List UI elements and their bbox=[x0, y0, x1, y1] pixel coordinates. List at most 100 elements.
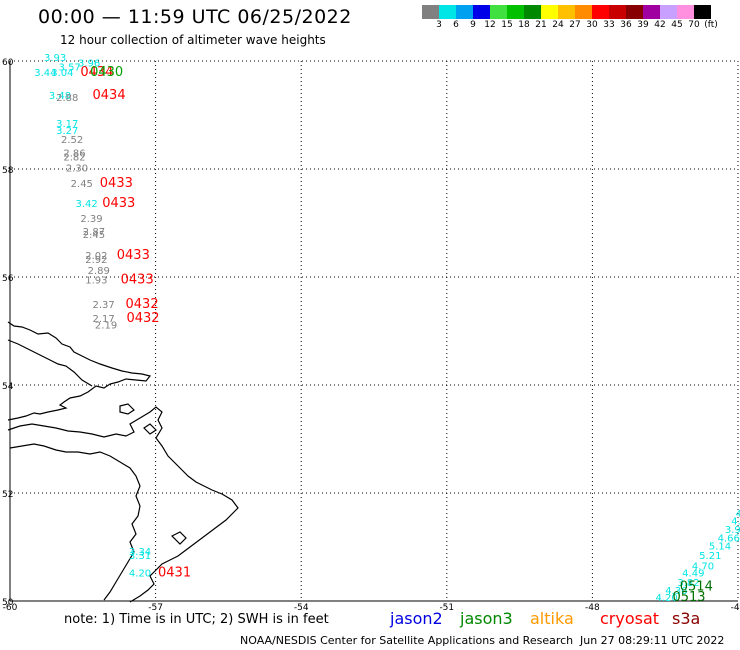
coastline bbox=[7, 321, 239, 603]
swh-label: 2.17 bbox=[93, 314, 115, 325]
lon-tick-label: -60 bbox=[3, 603, 18, 613]
swh-label: 4.66 bbox=[718, 534, 740, 545]
legend-swatch bbox=[609, 5, 626, 19]
time-label: 0432 bbox=[126, 311, 159, 326]
legend-label: 70 bbox=[688, 20, 700, 30]
swh-label: 2.02 bbox=[85, 251, 107, 262]
legend-swatches bbox=[422, 5, 711, 19]
legend-label: 24 bbox=[552, 20, 564, 30]
legend-swatch bbox=[439, 5, 456, 19]
time-label: 0513 bbox=[672, 590, 705, 605]
legend-swatch bbox=[575, 5, 592, 19]
time-label: 0434 bbox=[93, 88, 126, 103]
swh-label: 2.45 bbox=[71, 179, 93, 190]
lon-tick-label: -48 bbox=[585, 603, 600, 613]
lat-tick-label: 50 bbox=[2, 598, 14, 608]
swh-label: 2.37 bbox=[93, 300, 115, 311]
island-a bbox=[119, 403, 135, 415]
time-label: 0432 bbox=[126, 297, 159, 312]
swh-label: 4.20 bbox=[129, 569, 151, 580]
legend-label: 15 bbox=[501, 20, 513, 30]
lat-tick-label: 58 bbox=[2, 166, 14, 176]
time-label: 0433 bbox=[102, 196, 135, 211]
legend-label: 45 bbox=[671, 20, 683, 30]
swh-label: 2.82 bbox=[63, 152, 85, 163]
coastline-north bbox=[7, 339, 93, 387]
lat-tick-label: 60 bbox=[2, 58, 14, 68]
swh-label: 4.70 bbox=[692, 562, 714, 573]
time-label: 0514 bbox=[680, 580, 713, 595]
lon-tick-label: -45 bbox=[731, 603, 740, 613]
swh-label: 2.39 bbox=[80, 214, 102, 225]
satellite-jason3: jason3 bbox=[460, 609, 513, 628]
legend-label: 3 bbox=[436, 20, 442, 30]
legend-swatch bbox=[456, 5, 473, 19]
lat-tick-label: 54 bbox=[2, 382, 14, 392]
time-label: 0430 bbox=[90, 65, 123, 80]
swh-label: 3.42 bbox=[76, 199, 98, 210]
swh-label: 3.93 bbox=[44, 53, 66, 64]
coastline-inner-bay bbox=[9, 443, 141, 601]
lon-tick-label: -57 bbox=[148, 603, 163, 613]
legend-swatch bbox=[677, 5, 694, 19]
color-legend: 3 6 9 12 15 18 21 24 27 30 33 36 39 42 45 70 (ft) bbox=[422, 5, 718, 33]
swh-label: 4.20 bbox=[655, 593, 677, 604]
swh-label: 2.45 bbox=[83, 230, 105, 241]
legend-label: 33 bbox=[603, 20, 615, 30]
island-c bbox=[170, 531, 187, 545]
legend-labels: 3 6 9 12 15 18 21 24 27 30 33 36 39 42 45 70 (ft) bbox=[422, 19, 718, 33]
time-label: 0433 bbox=[100, 176, 133, 191]
swh-label: 2.87 bbox=[83, 227, 105, 238]
satellite-jason2: jason2 bbox=[390, 609, 443, 628]
time-label: 0434 bbox=[80, 65, 113, 80]
legend-label: 18 bbox=[518, 20, 530, 30]
coastline-newfoundland bbox=[7, 406, 239, 603]
legend-swatch bbox=[660, 5, 677, 19]
swh-label: 2.89 bbox=[88, 266, 110, 277]
satellite-altika: altika bbox=[530, 609, 574, 628]
time-label: 0433 bbox=[117, 248, 150, 263]
swh-label: 3.27 bbox=[56, 126, 78, 137]
legend-swatch bbox=[592, 5, 609, 19]
swh-label: 5.21 bbox=[699, 551, 721, 562]
legend-label: 42 bbox=[654, 20, 666, 30]
page-title: 00:00 — 11:59 UTC 06/25/2022 bbox=[38, 6, 352, 28]
legend-label: 30 bbox=[586, 20, 598, 30]
legend-label: 6 bbox=[453, 20, 459, 30]
generated-timestamp: Jun 27 08:29:11 UTC 2022 bbox=[580, 634, 725, 647]
legend-swatch bbox=[524, 5, 541, 19]
swh-label: 4.49 bbox=[682, 569, 704, 580]
swh-label: 3.97 bbox=[725, 525, 740, 536]
legend-swatch bbox=[694, 5, 711, 19]
legend-label: 21 bbox=[535, 20, 547, 30]
swh-label: 3.04 bbox=[51, 68, 73, 79]
legend-swatch bbox=[507, 5, 524, 19]
swh-label: 2.52 bbox=[61, 135, 83, 146]
legend-label: 27 bbox=[569, 20, 581, 30]
satellite-cryosat: cryosat bbox=[600, 609, 660, 628]
footnote: note: 1) Time is in UTC; 2) SWH is in fe… bbox=[64, 612, 329, 627]
swh-label: 4.57 bbox=[731, 516, 740, 527]
legend-label: 39 bbox=[637, 20, 649, 30]
legend-swatch bbox=[422, 5, 439, 19]
legend-swatch bbox=[626, 5, 643, 19]
altimeter-observations: 3.93 3.963.573.443.04 3.482.88 3.173.272.52… bbox=[34, 53, 740, 605]
swh-label: 2.30 bbox=[66, 164, 88, 175]
swh-label: 3.31 bbox=[129, 551, 151, 562]
legend-swatch bbox=[473, 5, 490, 19]
page-subtitle: 12 hour collection of altimeter wave hei… bbox=[60, 33, 326, 47]
island-b bbox=[143, 423, 157, 435]
satellite-s3a: s3a bbox=[672, 609, 701, 628]
swh-label: 1.93 bbox=[85, 275, 107, 286]
swh-label: 3.82 bbox=[677, 578, 699, 589]
coastline-labrador bbox=[7, 321, 152, 421]
credit-line: NOAA/NESDIS Center for Satellite Applica… bbox=[240, 634, 574, 647]
swh-label: 2.19 bbox=[95, 320, 117, 331]
time-label: 0431 bbox=[158, 566, 191, 581]
lon-tick-label: -54 bbox=[294, 603, 309, 613]
swh-label: 4.36 bbox=[665, 586, 687, 597]
legend-swatch bbox=[558, 5, 575, 19]
legend-swatch bbox=[643, 5, 660, 19]
swh-label: 2.92 bbox=[85, 255, 107, 266]
